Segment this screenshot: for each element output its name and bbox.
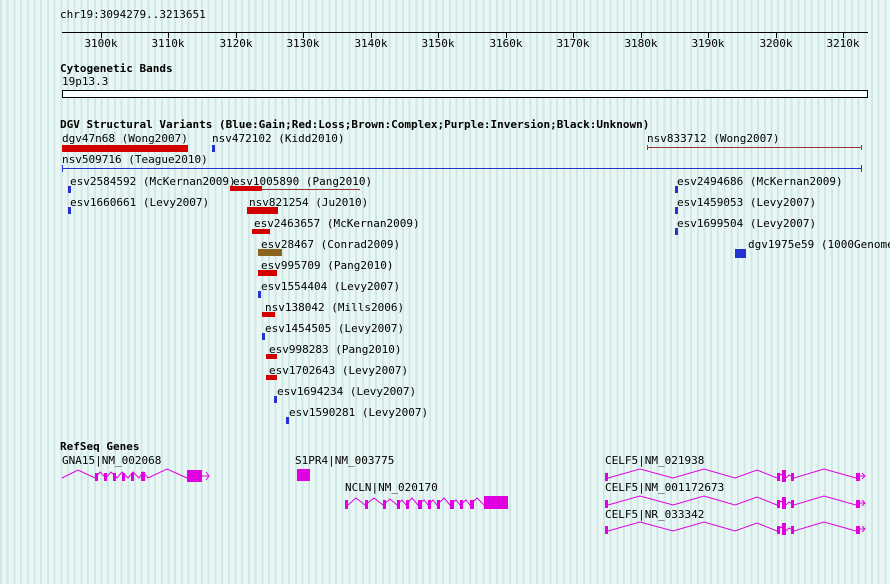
variant-glyph[interactable] [262,312,275,317]
ruler-axis-line [62,32,868,33]
variant-label[interactable]: esv1454505 (Levy2007) [265,322,405,335]
ruler-tick-label: 3160k [489,37,523,50]
variant-label[interactable]: esv1554404 (Levy2007) [261,280,401,293]
ruler-tick-label: 3140k [354,37,388,50]
cytoband-label: 19p13.3 [62,75,109,88]
variant-glyph[interactable] [62,145,188,152]
gene-label[interactable]: CELF5|NR_033342 [605,508,705,521]
section-title-refseq-genes: RefSeq Genes [60,440,140,453]
ruler-tick-label: 3130k [286,37,320,50]
variant-label[interactable]: esv1660661 (Levy2007) [70,196,210,209]
ruler-tick [168,33,169,38]
ruler-tick-label: 3170k [556,37,590,50]
ruler-tick [776,33,777,38]
variant-glyph[interactable] [230,189,360,190]
cytoband-glyph [62,90,868,98]
gene-label[interactable]: CELF5|NM_021938 [605,454,705,467]
variant-glyph[interactable] [230,186,262,191]
variant-glyph[interactable] [252,229,270,234]
variant-label[interactable]: dgv47n68 (Wong2007) [62,132,188,145]
variant-label[interactable]: esv1459053 (Levy2007) [677,196,817,209]
variant-glyph[interactable] [212,145,215,152]
variant-label[interactable]: nsv138042 (Mills2006) [265,301,405,314]
variant-glyph[interactable] [262,333,265,340]
variant-glyph[interactable] [735,249,746,258]
variant-glyph[interactable] [647,147,862,148]
variant-label[interactable]: esv28467 (Conrad2009) [261,238,401,251]
ruler-tick [641,33,642,38]
variant-label[interactable]: esv2584592 (McKernan2009) [70,175,236,188]
variant-glyph[interactable] [675,186,678,193]
ruler-tick [708,33,709,38]
variant-glyph[interactable] [258,291,261,298]
variant-label[interactable]: esv1702643 (Levy2007) [269,364,409,377]
variant-label[interactable]: nsv833712 (Wong2007) [647,132,780,145]
ruler-tick-label: 3150k [421,37,455,50]
variant-label[interactable]: dgv1975e59 (1000GenomesCon [748,238,890,251]
variant-label[interactable]: esv1699504 (Levy2007) [677,217,817,230]
variant-glyph[interactable] [62,165,63,172]
ruler-tick [506,33,507,38]
ruler-tick-label: 3190k [691,37,725,50]
region-coordinates: chr19:3094279..3213651 [60,8,206,21]
variant-label[interactable]: esv995709 (Pang2010) [261,259,394,272]
section-title-dgv-structural-variants: DGV Structural Variants (Blue:Gain;Red:L… [60,118,650,131]
ruler-tick [843,33,844,38]
variant-label[interactable]: nsv509716 (Teague2010) [62,153,208,166]
gene-label[interactable]: GNA15|NM_002068 [62,454,162,467]
ruler-tick-label: 3100k [84,37,118,50]
ruler-tick-label: 3110k [151,37,185,50]
variant-label[interactable]: nsv472102 (Kidd2010) [212,132,345,145]
ruler-tick [371,33,372,38]
variant-glyph[interactable] [647,145,648,150]
ruler-tick-label: 3210k [826,37,860,50]
variant-glyph[interactable] [266,375,277,380]
variant-glyph[interactable] [258,249,282,256]
variant-label[interactable]: esv998283 (Pang2010) [269,343,402,356]
variant-label[interactable]: esv1005890 (Pang2010) [233,175,373,188]
section-title-cytogenetic-bands: Cytogenetic Bands [60,62,173,75]
variant-glyph[interactable] [861,165,862,172]
variant-label[interactable]: esv1694234 (Levy2007) [277,385,417,398]
variant-glyph[interactable] [861,145,862,150]
ruler-tick-label: 3180k [624,37,658,50]
variant-label[interactable]: esv1590281 (Levy2007) [289,406,429,419]
variant-glyph[interactable] [266,354,277,359]
gene-label[interactable]: CELF5|NM_001172673 [605,481,725,494]
ruler-tick-label: 3120k [219,37,253,50]
variant-label[interactable]: esv2463657 (McKernan2009) [254,217,420,230]
variant-glyph[interactable] [286,417,289,424]
variant-glyph[interactable] [247,207,278,214]
variant-glyph[interactable] [68,207,71,214]
variant-glyph[interactable] [62,168,862,169]
variant-glyph[interactable] [675,207,678,214]
variant-label[interactable]: nsv821254 (Ju2010) [249,196,369,209]
ruler-tick [573,33,574,38]
ruler-tick [438,33,439,38]
variant-glyph[interactable] [68,186,71,193]
variant-glyph[interactable] [675,228,678,235]
ruler-tick [303,33,304,38]
gene-label[interactable]: NCLN|NM_020170 [345,481,438,494]
gene-label[interactable]: S1PR4|NM_003775 [295,454,395,467]
variant-glyph[interactable] [258,270,277,276]
variant-glyph[interactable] [274,396,277,403]
ruler-tick [101,33,102,38]
ruler-tick-label: 3200k [759,37,793,50]
variant-label[interactable]: esv2494686 (McKernan2009) [677,175,843,188]
ruler-tick [236,33,237,38]
